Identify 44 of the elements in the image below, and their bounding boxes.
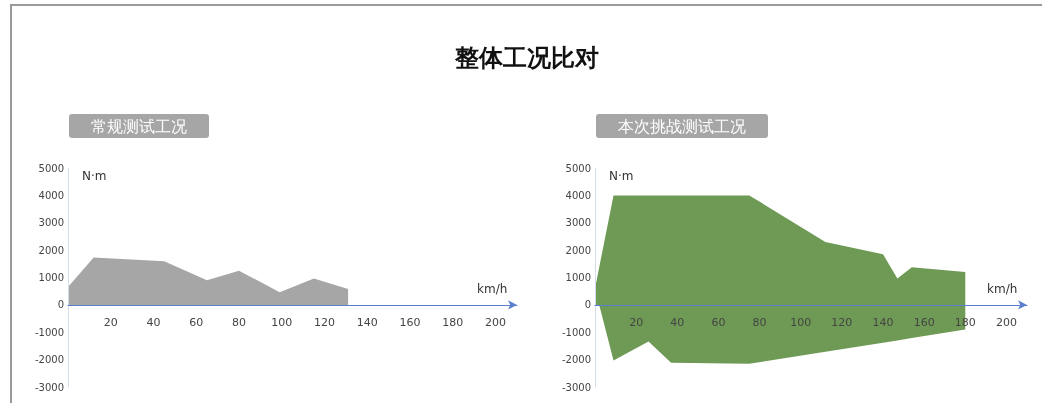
- y-tick-label: 4000: [38, 189, 64, 201]
- x-tick-label: 80: [232, 315, 247, 329]
- x-tick-label: 180: [442, 315, 464, 329]
- y-axis-title: N·m: [82, 169, 107, 183]
- x-tick-label: 60: [189, 315, 204, 329]
- y-tick-label: 3000: [38, 217, 64, 229]
- y-tick-label: -1000: [561, 326, 591, 338]
- y-tick-label: -2000: [561, 354, 591, 366]
- y-tick-label: 1000: [38, 272, 64, 283]
- y-tick-label: 2000: [565, 244, 591, 256]
- y-tick-label: 0: [57, 299, 64, 311]
- y-tick-label: 1000: [565, 272, 591, 283]
- x-tick-label: 200: [485, 315, 507, 329]
- x-axis-title: km/h: [477, 281, 508, 296]
- y-tick-label: 4000: [565, 189, 591, 201]
- y-tick-label: -2000: [34, 354, 64, 366]
- x-tick-label: 120: [831, 315, 853, 329]
- y-tick-label: 5000: [38, 162, 64, 174]
- x-tick-label: 20: [103, 315, 118, 329]
- x-tick-label: 140: [356, 315, 378, 329]
- y-tick-label: 0: [584, 299, 591, 311]
- y-tick-label: -1000: [34, 326, 64, 338]
- x-tick-label: 80: [752, 315, 767, 329]
- x-tick-label: 160: [913, 315, 935, 329]
- x-tick-label: 200: [995, 315, 1017, 329]
- y-tick-label: 2000: [38, 244, 64, 256]
- x-tick-label: 100: [271, 315, 293, 329]
- x-tick-label: 20: [629, 315, 644, 329]
- x-tick-label: 40: [670, 315, 685, 329]
- x-tick-label: 40: [146, 315, 161, 329]
- x-tick-label: 100: [790, 315, 812, 329]
- x-tick-label: 60: [711, 315, 726, 329]
- chart-title: 整体工况比对: [454, 43, 600, 74]
- y-tick-label: -3000: [561, 381, 591, 393]
- x-tick-label: 120: [314, 315, 336, 329]
- x-tick-label: 160: [399, 315, 421, 329]
- chart-subtitle: 本次挑战测试工况: [618, 116, 746, 136]
- x-axis-title: km/h: [987, 281, 1018, 296]
- chart-subtitle: 常规测试工况: [91, 116, 187, 136]
- y-tick-label: 5000: [565, 162, 591, 174]
- y-axis-title: N·m: [609, 169, 634, 183]
- y-tick-label: 3000: [565, 217, 591, 229]
- x-tick-label: 140: [872, 315, 894, 329]
- y-tick-label: -3000: [34, 381, 64, 393]
